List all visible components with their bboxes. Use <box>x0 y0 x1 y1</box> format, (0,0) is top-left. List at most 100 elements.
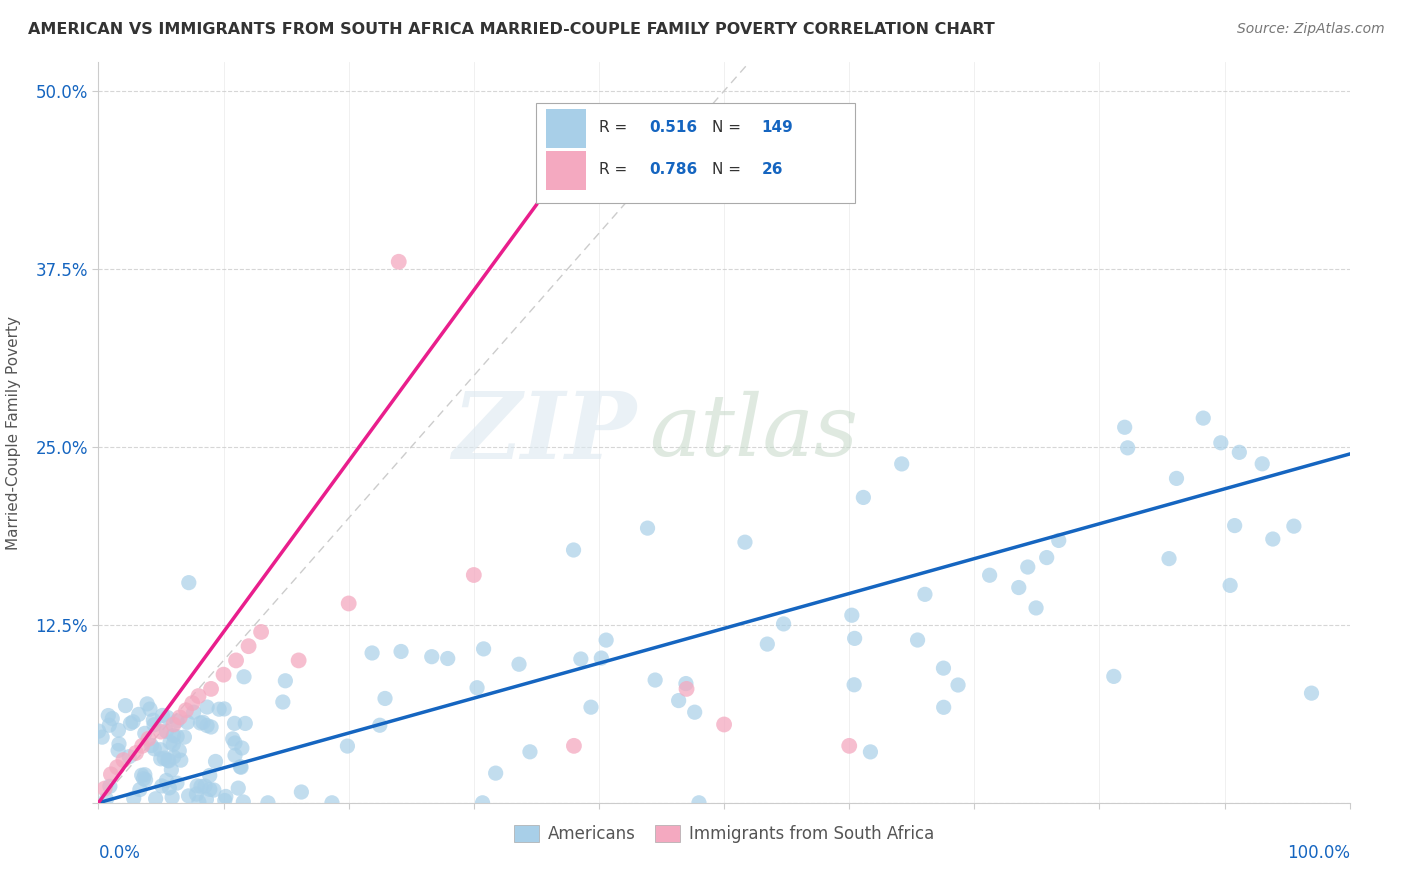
Point <box>190 780 212 794</box>
Point <box>838 739 860 753</box>
Point <box>107 743 129 757</box>
Point <box>1209 435 1232 450</box>
Point <box>155 773 177 788</box>
Point <box>1035 550 1057 565</box>
Point <box>932 661 955 675</box>
Point <box>132 772 155 786</box>
Point <box>98 718 121 732</box>
Point <box>287 653 309 667</box>
Point <box>232 795 254 809</box>
Point <box>135 772 157 787</box>
Point <box>114 698 136 713</box>
Point <box>859 745 882 759</box>
Point <box>675 676 697 690</box>
Point <box>688 796 710 810</box>
Point <box>125 746 148 760</box>
Point <box>136 697 159 711</box>
Point <box>141 739 163 753</box>
Point <box>675 681 697 696</box>
Point <box>713 717 735 731</box>
Point <box>644 673 666 687</box>
Point <box>162 729 184 743</box>
Point <box>215 789 238 804</box>
Point <box>176 715 198 730</box>
Text: N =: N = <box>711 162 741 178</box>
Text: R =: R = <box>599 120 627 135</box>
Point <box>734 535 756 549</box>
Point <box>198 768 221 782</box>
Point <box>337 597 360 611</box>
Point <box>87 724 110 739</box>
Point <box>226 781 249 796</box>
Point <box>436 651 458 665</box>
Point <box>122 714 145 729</box>
Point <box>143 718 166 732</box>
Point <box>361 646 384 660</box>
Point <box>195 700 218 714</box>
Point <box>98 780 121 794</box>
Point <box>200 720 222 734</box>
Text: 100.0%: 100.0% <box>1286 844 1350 862</box>
Point <box>238 639 260 653</box>
Point <box>155 724 177 739</box>
Point <box>198 782 221 797</box>
Point <box>156 753 179 767</box>
Point <box>194 779 217 793</box>
Point <box>162 717 184 731</box>
Point <box>202 783 225 797</box>
Point <box>231 741 253 756</box>
Point <box>160 790 183 805</box>
Text: 0.786: 0.786 <box>650 162 697 178</box>
Point <box>91 730 114 744</box>
Point <box>187 689 209 703</box>
Point <box>336 739 359 753</box>
Point <box>195 792 218 806</box>
Point <box>1166 471 1188 485</box>
FancyBboxPatch shape <box>547 109 586 147</box>
Point <box>562 739 585 753</box>
Point <box>166 730 188 744</box>
Point <box>1025 601 1047 615</box>
Point <box>143 742 166 756</box>
Point <box>181 696 204 710</box>
Point <box>190 716 212 731</box>
Point <box>229 760 252 774</box>
Point <box>1102 669 1125 683</box>
Point <box>174 703 197 717</box>
Point <box>134 726 156 740</box>
Point <box>131 768 153 782</box>
Point <box>131 739 153 753</box>
Point <box>212 667 235 681</box>
Point <box>1017 560 1039 574</box>
Point <box>842 678 865 692</box>
Point <box>200 681 222 696</box>
Text: AMERICAN VS IMMIGRANTS FROM SOUTH AFRICA MARRIED-COUPLE FAMILY POVERTY CORRELATI: AMERICAN VS IMMIGRANTS FROM SOUTH AFRICA… <box>28 22 995 37</box>
Point <box>1251 457 1274 471</box>
Point <box>120 716 142 731</box>
Point <box>914 587 936 601</box>
Point <box>668 693 690 707</box>
Point <box>1227 445 1250 459</box>
Point <box>756 637 779 651</box>
Point <box>233 716 256 731</box>
Point <box>150 724 173 739</box>
Point <box>166 776 188 790</box>
Point <box>100 767 122 781</box>
Point <box>224 736 246 750</box>
Point <box>257 796 280 810</box>
Point <box>224 748 246 763</box>
Point <box>214 793 236 807</box>
Point <box>274 673 297 688</box>
Point <box>186 779 208 793</box>
Point <box>932 700 955 714</box>
Point <box>112 753 135 767</box>
Point <box>591 651 613 665</box>
Point <box>173 730 195 744</box>
Point <box>97 708 120 723</box>
Point <box>170 753 193 767</box>
Point <box>250 624 273 639</box>
Point <box>508 657 530 672</box>
Point <box>212 702 235 716</box>
Point <box>157 780 180 795</box>
Point <box>177 575 200 590</box>
